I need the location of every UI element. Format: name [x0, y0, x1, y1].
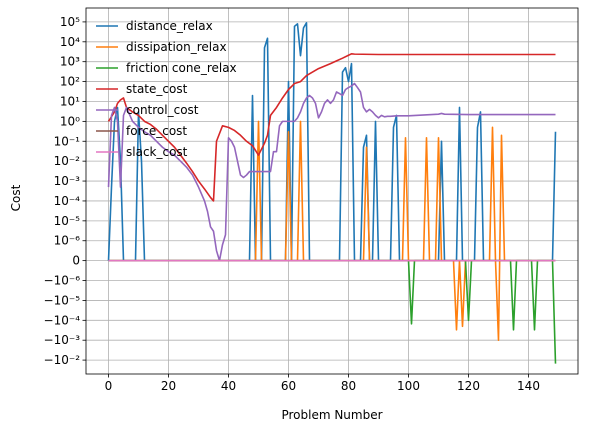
legend-label: friction cone_relax	[126, 61, 237, 75]
series-line-dissipation-relax	[108, 120, 556, 341]
y-axis-label: Cost	[9, 184, 23, 211]
y-tick-label: 0	[72, 254, 80, 268]
legend-label: dissipation_relax	[126, 40, 227, 54]
legend-label: state_cost	[126, 82, 188, 96]
y-tick-label: −10⁻⁶	[44, 274, 81, 288]
plot-lines	[107, 22, 557, 364]
x-tick-label: 100	[397, 379, 420, 393]
legend-label: distance_relax	[126, 19, 213, 33]
y-tick-label: −10⁻²	[44, 353, 81, 367]
x-tick-label: 80	[341, 379, 356, 393]
y-tick-label: −10⁻³	[44, 333, 81, 347]
y-tick-label: 10⁻⁶	[54, 234, 81, 248]
y-tick-label: 10³	[60, 55, 80, 69]
legend: distance_relax dissipation_relax friction …	[96, 19, 237, 159]
legend-label: control_cost	[126, 103, 199, 117]
y-tick-label: 10⁻²	[54, 154, 81, 168]
x-tick-label: 40	[221, 379, 236, 393]
series-line-state-cost	[107, 52, 556, 202]
y-axis-ticks: 10⁵ 10⁴ 10³ 10² 10¹ 10⁰ 10⁻¹ 10⁻² 10⁻³ 10⁻⁴ 10⁻⁵ 10…	[44, 15, 86, 367]
y-tick-label: 10¹	[60, 94, 80, 108]
axes-frame	[85, 7, 579, 375]
y-tick-label: 10⁰	[60, 114, 80, 128]
x-tick-label: 140	[517, 379, 540, 393]
legend-label: force_cost	[126, 124, 187, 138]
y-tick-label: −10⁻⁵	[44, 293, 81, 307]
y-tick-label: 10⁻³	[54, 174, 81, 188]
x-axis-ticks: 0 20 40 60 80 100 120 140	[105, 374, 540, 393]
x-tick-label: 0	[105, 379, 113, 393]
y-tick-label: 10⁵	[60, 15, 80, 29]
x-tick-label: 120	[457, 379, 480, 393]
plot-area-border	[85, 7, 579, 375]
y-tick-label: 10²	[60, 75, 80, 89]
y-tick-label: 10⁻⁴	[54, 194, 81, 208]
x-tick-label: 60	[281, 379, 296, 393]
x-tick-label: 20	[161, 379, 176, 393]
x-axis-label: Problem Number	[281, 408, 382, 422]
y-tick-label: −10⁻⁴	[44, 313, 81, 327]
legend-label: slack_cost	[126, 145, 188, 159]
y-tick-label: 10⁻⁵	[54, 214, 81, 228]
series-line-control-cost	[107, 82, 556, 262]
y-tick-label: 10⁴	[60, 35, 80, 49]
y-tick-label: 10⁻¹	[54, 134, 81, 148]
